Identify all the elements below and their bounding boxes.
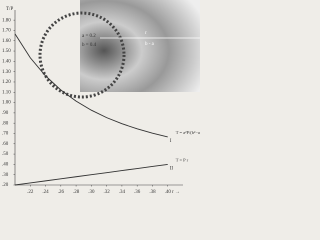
series-name: II xyxy=(170,167,174,172)
inset-label: b = 0.4 xyxy=(82,43,97,48)
series-equation: T = a²P/(b²−a²) (1 + b²/r²) xyxy=(176,130,200,135)
y-tick-label: 1.10 xyxy=(2,90,11,95)
x-tick-label: .30 xyxy=(88,190,95,195)
y-tick-label: .80 xyxy=(2,121,9,126)
inset-photo xyxy=(80,0,200,92)
y-axis-label: T/P xyxy=(6,7,13,12)
inset-label: r xyxy=(145,31,147,36)
y-tick-label: 1.00 xyxy=(2,101,11,106)
x-tick-label: .28 xyxy=(73,190,80,195)
x-tick-label: .40 xyxy=(165,190,172,195)
y-tick-label: .30 xyxy=(2,173,9,178)
y-tick-label: 1.20 xyxy=(2,80,11,85)
x-tick-label: .32 xyxy=(104,190,111,195)
x-tick-label: .22 xyxy=(27,190,34,195)
x-axis-label: r → xyxy=(172,190,180,195)
y-tick-label: 1.70 xyxy=(2,29,11,34)
series-line xyxy=(14,163,168,186)
x-tick-label: .38 xyxy=(149,190,156,195)
y-tick-label: .50 xyxy=(2,152,9,157)
inset-ring xyxy=(38,11,126,99)
y-tick-label: .60 xyxy=(2,142,9,147)
series-line xyxy=(14,33,168,138)
y-tick-label: 1.60 xyxy=(2,39,11,44)
x-tick-label: .34 xyxy=(119,190,126,195)
chart: a = 0.2 b = 0.4 r b - a T/P r → 1.80 1.70… xyxy=(2,0,200,195)
x-tick-label: .24 xyxy=(42,190,49,195)
x-tick-label: .26 xyxy=(58,190,65,195)
inset-label: b - a xyxy=(145,42,155,47)
series-equation: T = P r xyxy=(176,157,189,162)
inset-label: a = 0.2 xyxy=(82,34,96,39)
y-tick-label: 1.30 xyxy=(2,70,11,75)
series-name: I xyxy=(170,139,172,144)
y-tick-label: 1.50 xyxy=(2,49,11,54)
y-tick-label: .40 xyxy=(2,163,9,168)
y-tick-label: 1.40 xyxy=(2,60,11,65)
y-tick-label: 1.80 xyxy=(2,18,11,23)
y-tick-label: .90 xyxy=(2,111,9,116)
y-tick-label: .20 xyxy=(2,183,9,188)
x-tick-label: .36 xyxy=(134,190,141,195)
y-tick-label: .70 xyxy=(2,132,9,137)
